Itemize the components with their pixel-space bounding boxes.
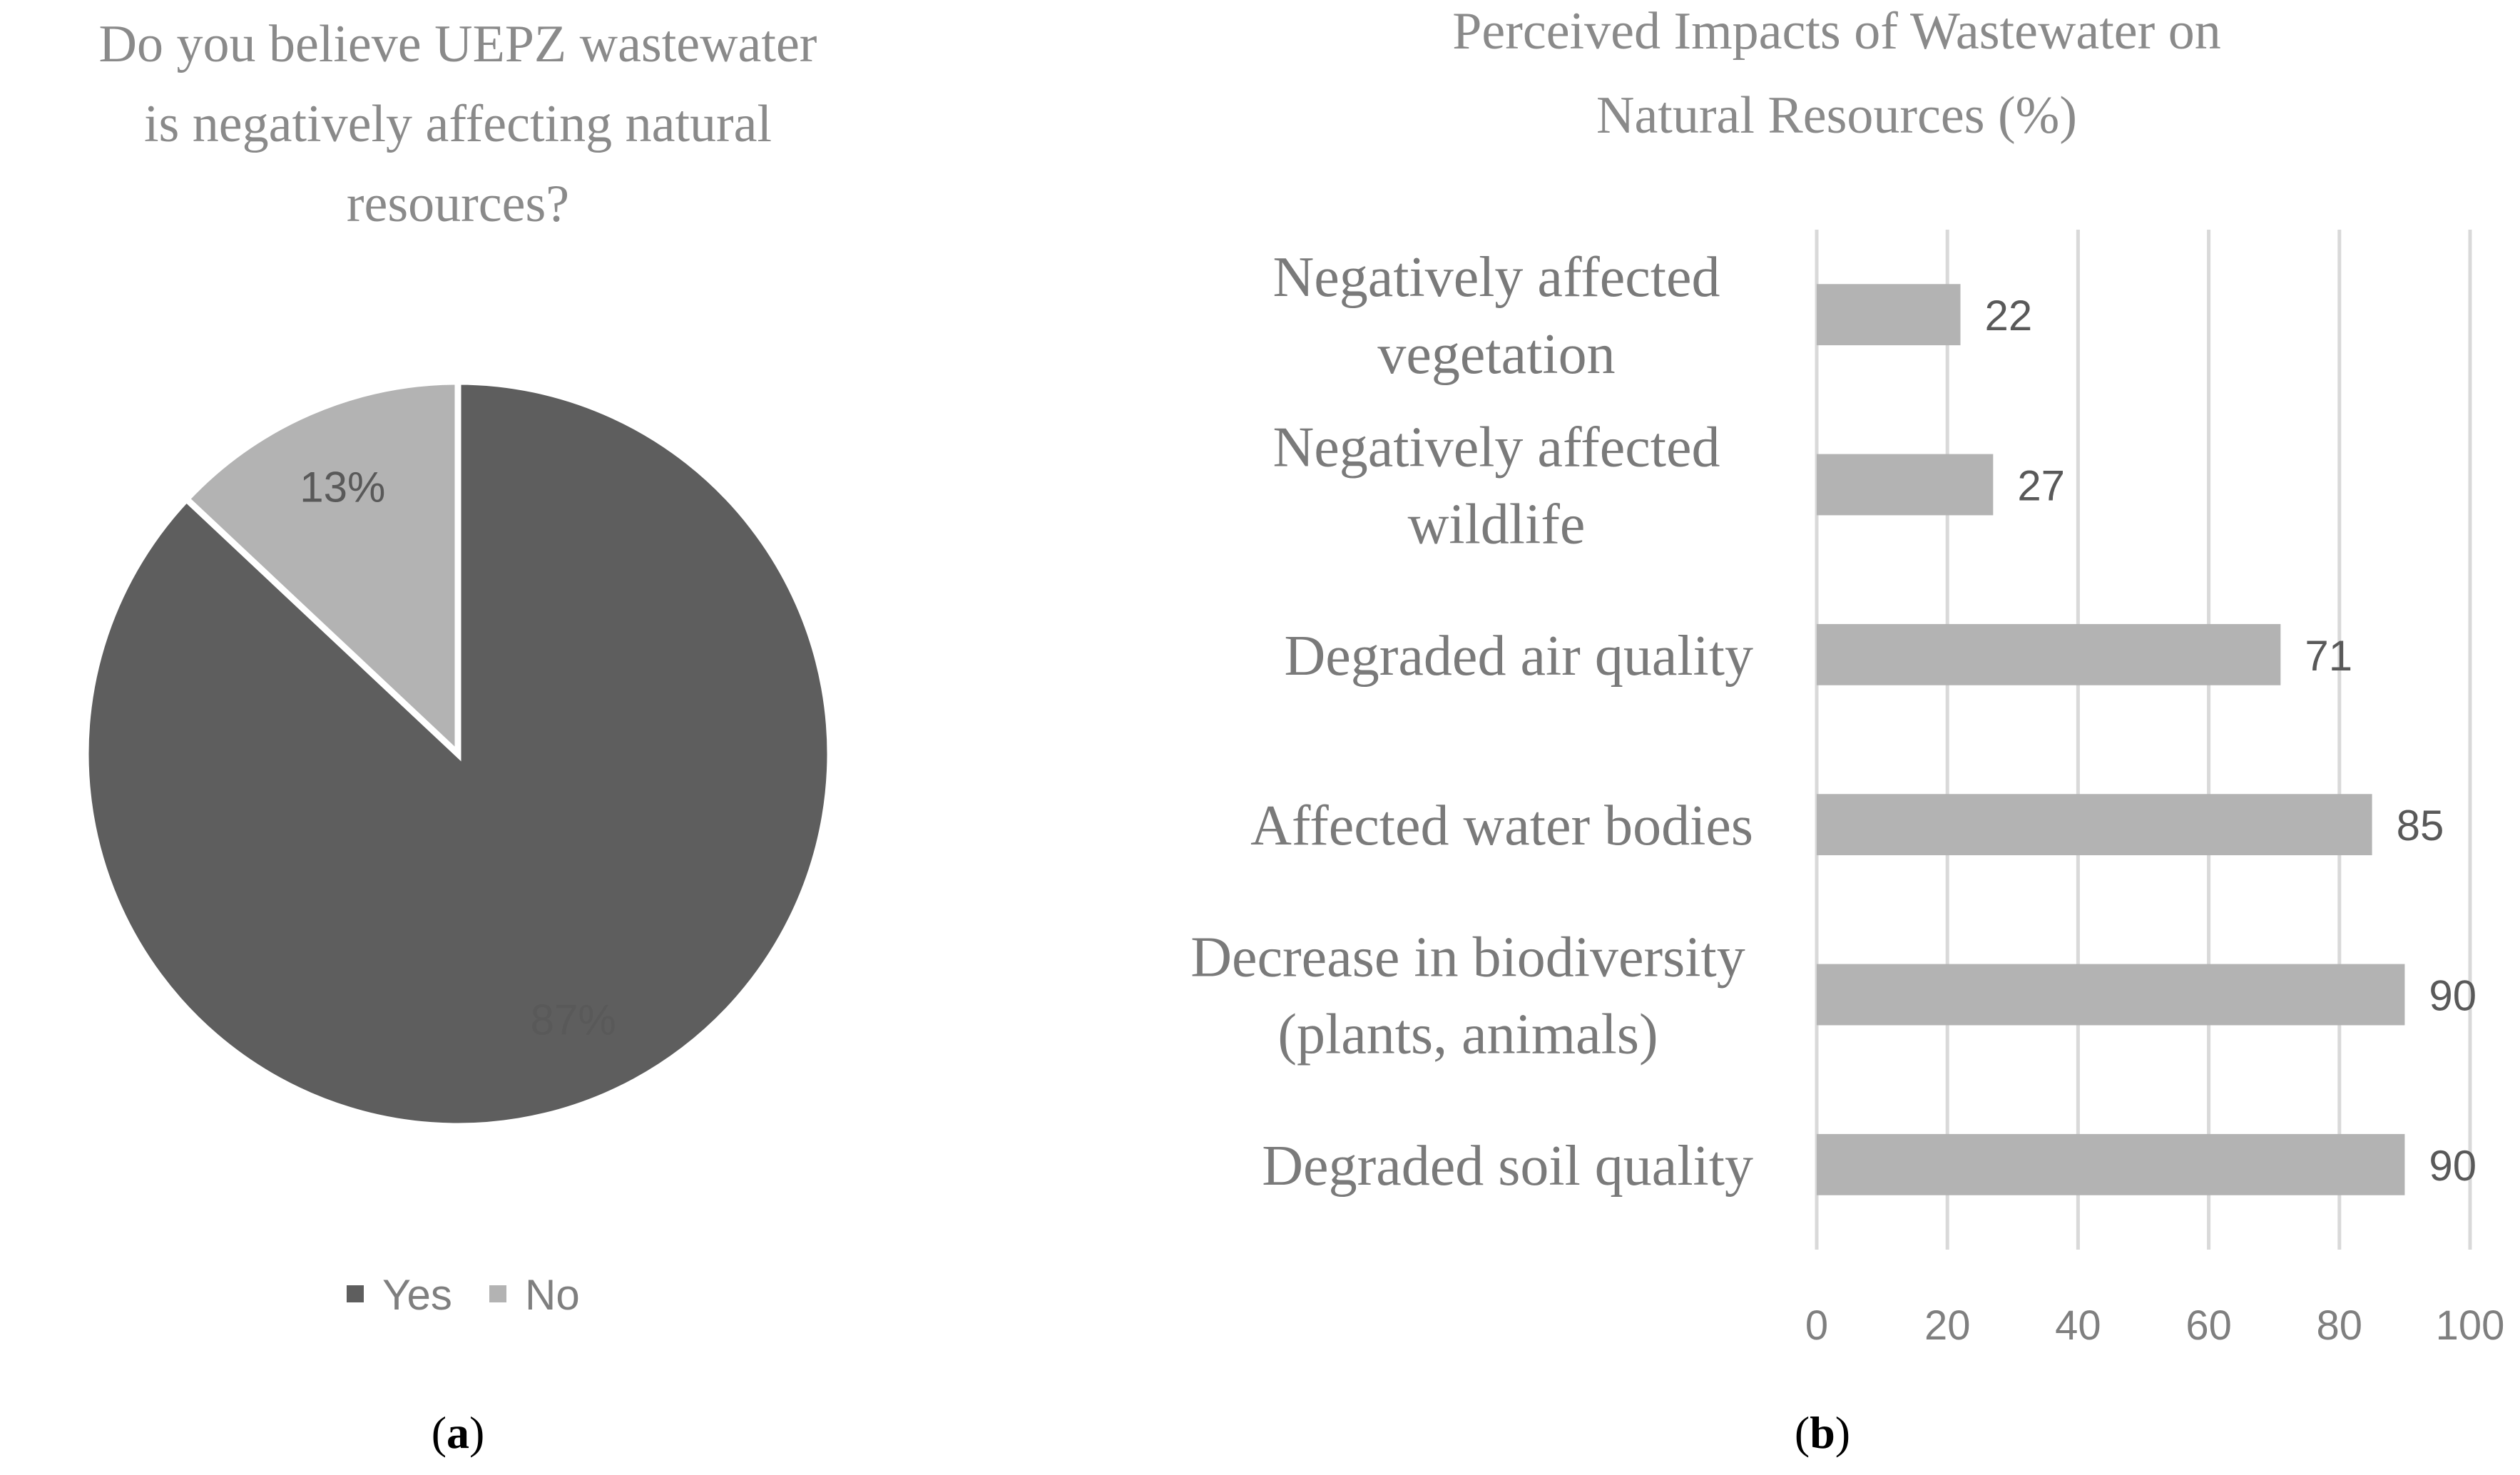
bar-chart-title: Perceived Impacts of Wastewater on Natura…: [1452, 2, 2221, 145]
bar-chart-panel: Perceived Impacts of Wastewater on Natura…: [1190, 2, 2504, 1458]
paren: ): [1835, 1407, 1850, 1458]
category-line: (plants, animals): [1277, 1004, 1658, 1066]
title-line: resources?: [347, 175, 569, 233]
bar-gridlines: [1815, 230, 2472, 1250]
bar-0: [1817, 284, 1961, 346]
bar-2: [1817, 623, 2281, 685]
category-label-0: Negatively affected vegetation: [1272, 246, 1720, 386]
category-line: wildlife: [1408, 494, 1586, 556]
category-line: Negatively affected: [1272, 246, 1720, 309]
bar-data-labels: 22 27 71 85 90 90: [1985, 292, 2477, 1190]
bar-value-label-2: 71: [2305, 632, 2352, 680]
category-label-5: Degraded soil quality: [1262, 1135, 1753, 1198]
panel-label-b: (b): [1795, 1407, 1850, 1458]
bar-category-labels: Negatively affected vegetationNegatively …: [1190, 246, 1753, 1198]
legend-label-yes: Yes: [382, 1271, 452, 1319]
bar-value-label-1: 27: [2017, 462, 2065, 510]
bar-value-label-5: 90: [2429, 1142, 2476, 1190]
pie-chart-title: Do you believe UEPZ wastewater is negativ…: [99, 15, 817, 233]
x-tick-60: 60: [2185, 1302, 2232, 1349]
legend-swatch-no: [489, 1285, 506, 1302]
pie-label-no: 13%: [300, 463, 385, 511]
category-line: Degraded soil quality: [1262, 1135, 1753, 1198]
paren: (: [1795, 1407, 1810, 1458]
title-line: Do you believe UEPZ wastewater: [99, 15, 817, 73]
bar-value-label-3: 85: [2397, 802, 2444, 849]
legend-swatch-yes: [347, 1285, 364, 1302]
legend-label-no: No: [525, 1271, 580, 1319]
x-tick-0: 0: [1805, 1302, 1828, 1349]
category-label-4: Decrease in biodiversity (plants, animals…: [1190, 927, 1745, 1066]
bar-3: [1817, 794, 2372, 856]
pie-chart-panel: Do you believe UEPZ wastewater is negativ…: [82, 15, 834, 1458]
bar-series: [1817, 284, 2405, 1195]
bar-x-tick-labels: 0 20 40 60 80 100: [1805, 1302, 2505, 1349]
pie-label-yes: 87%: [531, 996, 616, 1044]
x-tick-80: 80: [2317, 1302, 2363, 1349]
title-line: Perceived Impacts of Wastewater on: [1452, 2, 2221, 61]
bar-4: [1817, 964, 2405, 1026]
category-line: Decrease in biodiversity: [1190, 927, 1745, 989]
x-tick-40: 40: [2055, 1302, 2101, 1349]
pie-legend: Yes No: [347, 1271, 580, 1319]
category-line: Negatively affected: [1272, 417, 1720, 479]
bar-5: [1817, 1133, 2405, 1195]
pie-slices: [82, 378, 834, 1130]
panel-letter: b: [1810, 1407, 1835, 1458]
category-label-3: Affected water bodies: [1250, 795, 1753, 857]
bar-value-label-4: 90: [2429, 972, 2476, 1020]
title-line: Natural Resources (%): [1596, 86, 2077, 145]
pie-slice-no: [182, 378, 461, 762]
category-line: vegetation: [1377, 323, 1615, 386]
pie-data-labels: 87% 13%: [300, 463, 616, 1043]
category-label-1: Negatively affected wildlife: [1272, 417, 1720, 556]
bar-1: [1817, 454, 1994, 516]
category-label-2: Degraded air quality: [1285, 625, 1754, 688]
panel-label-a: (a): [432, 1407, 485, 1458]
x-tick-100: 100: [2436, 1302, 2505, 1349]
paren: (: [432, 1407, 447, 1458]
panel-letter: a: [447, 1407, 469, 1458]
x-tick-20: 20: [1924, 1302, 1971, 1349]
bar-value-label-0: 22: [1985, 292, 2033, 340]
title-line: is negatively affecting natural: [144, 95, 772, 153]
category-line: Affected water bodies: [1250, 795, 1753, 857]
paren: ): [469, 1407, 484, 1458]
category-line: Degraded air quality: [1285, 625, 1754, 688]
